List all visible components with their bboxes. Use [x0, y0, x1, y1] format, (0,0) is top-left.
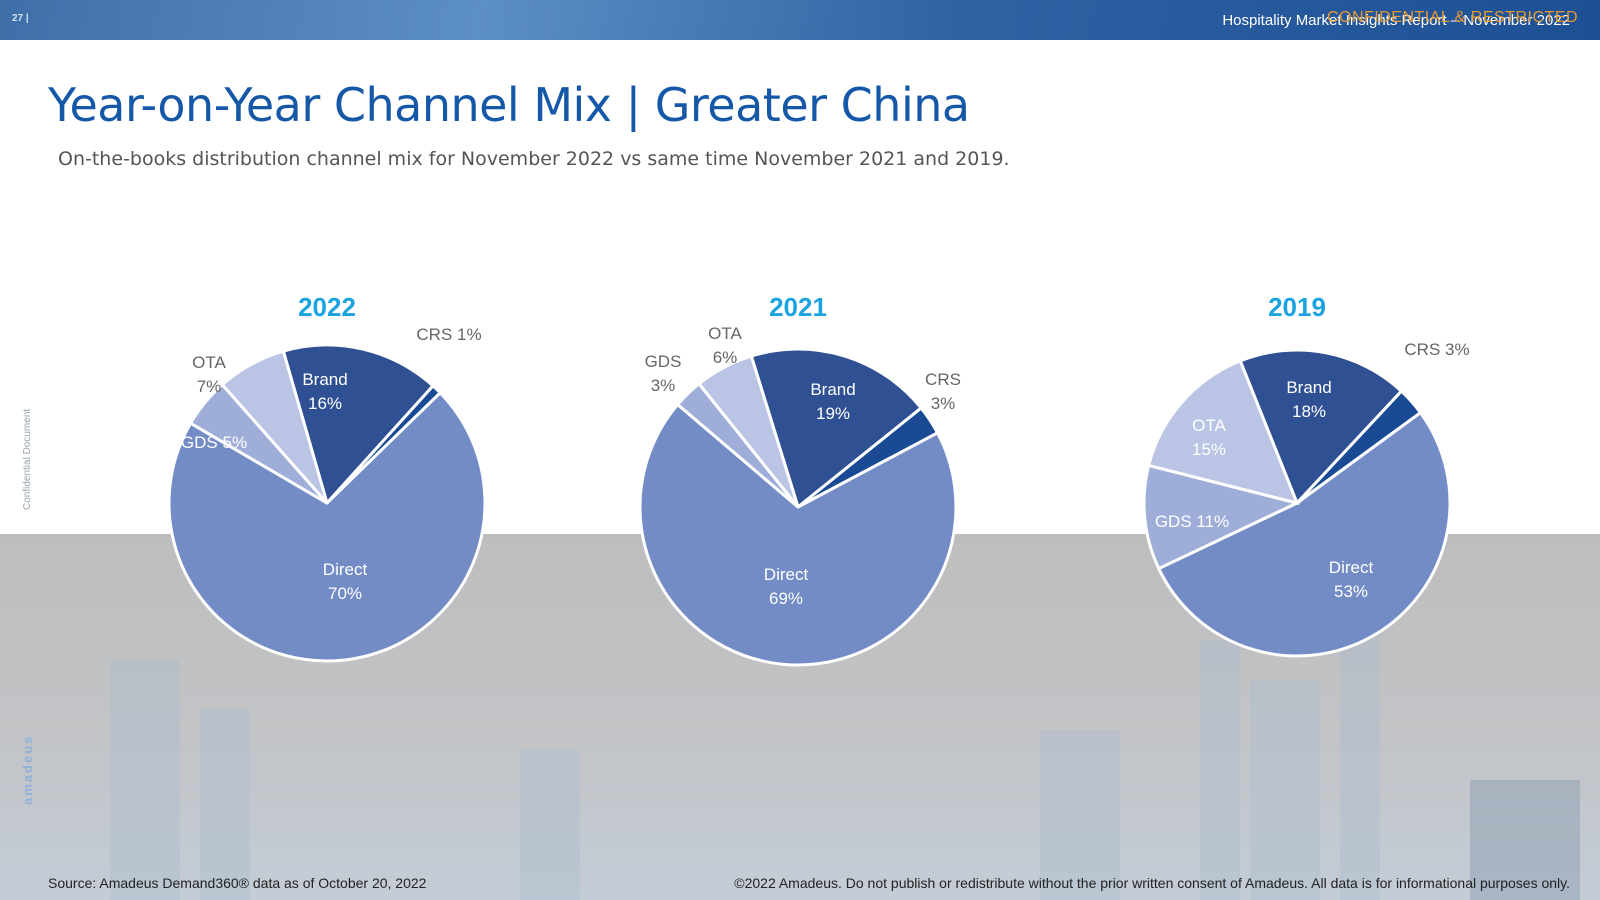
header-bar: 27 | Hospitality Market Insights Report …: [0, 0, 1600, 40]
pie-value-brand: 16%: [308, 394, 342, 413]
pie-title-2019: 2019: [1268, 292, 1326, 322]
pie-2022: 2022 Brand 16% CRS 1% Direct 70% GDS 5% OTA 7%: [167, 292, 487, 663]
pie-label-crs: CRS 3%: [1404, 340, 1469, 359]
source-note: Source: Amadeus Demand360® data as of Oc…: [48, 875, 427, 891]
pie-slice-ota: [696, 354, 800, 508]
pie-value-direct: 70%: [328, 584, 362, 603]
pie-label-gds: GDS 11%: [1155, 512, 1229, 531]
pie-slice-direct: [1156, 410, 1452, 658]
pie-label-brand: Brand: [1286, 378, 1331, 397]
pie-slice-brand: [281, 343, 436, 507]
page-subtitle: On-the-books distribution channel mix fo…: [58, 148, 1010, 170]
pie-value-direct: 53%: [1334, 582, 1368, 601]
pie-label-gds: GDS 5%: [181, 433, 247, 452]
pie-label-crs: CRS: [925, 370, 961, 389]
pie-label-direct: Direct: [1329, 558, 1374, 577]
pie-label-gds: GDS: [645, 352, 682, 371]
confidential-label: CONFIDENTIAL & RESTRICTED: [1326, 9, 1578, 26]
pie-label-ota: OTA: [708, 324, 742, 343]
pie-label-direct: Direct: [323, 560, 368, 579]
pie-label-brand: Brand: [302, 370, 347, 389]
pie-title-2022: 2022: [298, 292, 356, 322]
copyright-note: ©2022 Amadeus. Do not publish or redistr…: [734, 875, 1570, 891]
pie-value-brand: 19%: [816, 404, 850, 423]
pie-slice-brand: [1238, 348, 1404, 506]
pie-2021: 2021 Brand 19% CRS 3% Direct 69% GDS 3% OTA 6%: [638, 292, 961, 667]
pie-value-crs: 3%: [931, 394, 956, 413]
pie-value-ota: 7%: [197, 377, 222, 396]
pie-slice-direct: [167, 390, 487, 663]
page-number: 27 |: [12, 13, 29, 24]
pie-value-ota: 15%: [1192, 440, 1226, 459]
pie-value-gds: 3%: [651, 376, 676, 395]
pie-label-ota: OTA: [192, 353, 226, 372]
pie-slice-brand: [749, 347, 924, 510]
pie-label-ota: OTA: [1192, 416, 1226, 435]
pie-value-direct: 69%: [769, 589, 803, 608]
pie-label-brand: Brand: [810, 380, 855, 399]
pie-label-direct: Direct: [764, 565, 809, 584]
pie-value-ota: 6%: [713, 348, 738, 367]
page-title: Year-on-Year Channel Mix | Greater China: [48, 78, 970, 132]
report-title: Hospitality Market Insights Report – Nov…: [1222, 12, 1570, 29]
pie-slice-gds: [1142, 463, 1302, 571]
pie-slice-direct: [638, 402, 958, 667]
pie-slice-ota: [1146, 358, 1300, 506]
pie-title-2021: 2021: [769, 292, 827, 322]
pie-value-brand: 18%: [1292, 402, 1326, 421]
pie-label-crs: CRS 1%: [416, 325, 481, 344]
pie-slice-ota: [220, 349, 329, 504]
pie-2019: 2019 Brand 18% CRS 3% Direct 53% GDS 11% OTA 15%: [1142, 292, 1470, 658]
